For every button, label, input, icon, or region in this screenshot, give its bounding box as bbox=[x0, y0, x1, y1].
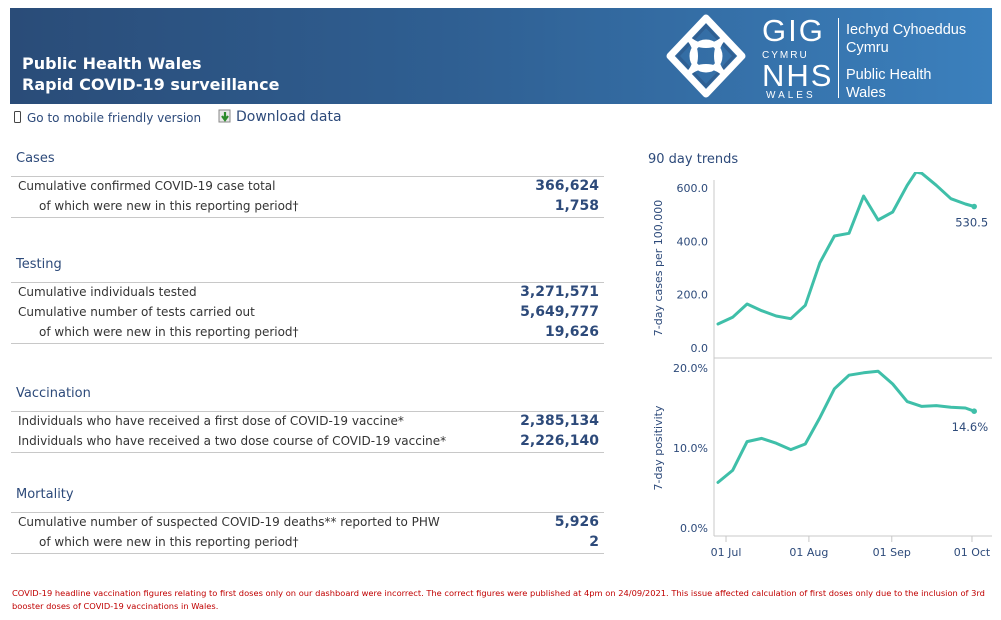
stat-value: 1,758 bbox=[554, 198, 599, 214]
download-icon bbox=[218, 109, 231, 123]
last-value-label: 14.6% bbox=[952, 420, 989, 434]
stat-label: Cumulative number of tests carried out bbox=[18, 305, 255, 319]
stat-label: of which were new in this reporting peri… bbox=[39, 199, 299, 213]
dashboard-title-line1: Public Health Wales bbox=[22, 54, 202, 73]
stat-label: Cumulative confirmed COVID-19 case total bbox=[18, 179, 276, 193]
cases-table: Cumulative confirmed COVID-19 case total… bbox=[11, 176, 604, 218]
y-axis-label: 7-day positivity bbox=[652, 405, 665, 490]
section-title-vaccination: Vaccination bbox=[16, 386, 91, 401]
x-tick-label: 01 Jul bbox=[711, 546, 742, 559]
section-title-mortality: Mortality bbox=[16, 487, 74, 502]
mobile-version-label: Go to mobile friendly version bbox=[27, 111, 202, 125]
y-tick-label: 600.0 bbox=[677, 182, 709, 195]
dashboard-title-line2: Rapid COVID-19 surveillance bbox=[22, 75, 280, 94]
table-row: Cumulative individuals tested 3,271,571 bbox=[11, 283, 604, 303]
last-value-label: 530.5 bbox=[955, 216, 988, 230]
vaccination-table: Individuals who have received a first do… bbox=[11, 411, 604, 453]
table-row: of which were new in this reporting peri… bbox=[11, 323, 604, 343]
stat-label: Individuals who have received a two dose… bbox=[18, 434, 447, 448]
mortality-table: Cumulative number of suspected COVID-19 … bbox=[11, 512, 604, 554]
stat-label: Cumulative individuals tested bbox=[18, 285, 197, 299]
table-row: Individuals who have received a first do… bbox=[11, 412, 604, 432]
logo-org-line1: Iechyd Cyhoeddus bbox=[846, 22, 967, 38]
stat-label: of which were new in this reporting peri… bbox=[39, 535, 299, 549]
logo-org-line2: Cymru bbox=[846, 40, 889, 56]
section-title-testing: Testing bbox=[16, 257, 62, 272]
testing-table: Cumulative individuals tested 3,271,571 … bbox=[11, 282, 604, 344]
y-tick-label: 200.0 bbox=[677, 289, 709, 302]
mobile-version-link[interactable]: Go to mobile friendly version bbox=[14, 111, 201, 125]
stat-value: 2 bbox=[589, 534, 599, 550]
table-row: Cumulative confirmed COVID-19 case total… bbox=[11, 177, 604, 197]
download-data-link[interactable]: Download data bbox=[218, 109, 342, 125]
last-point-marker bbox=[971, 408, 977, 414]
trends-title: 90 day trends bbox=[648, 152, 739, 167]
stat-value: 2,226,140 bbox=[520, 433, 599, 449]
stat-label: of which were new in this reporting peri… bbox=[39, 325, 299, 339]
logo-wales-text: WALES bbox=[766, 90, 816, 101]
y-axis-label: 7-day cases per 100,000 bbox=[652, 200, 665, 336]
y-tick-label: 10.0% bbox=[673, 442, 708, 455]
y-tick-label: 0.0% bbox=[680, 522, 708, 535]
x-tick-label: 01 Oct bbox=[954, 546, 991, 559]
table-row: Cumulative number of suspected COVID-19 … bbox=[11, 513, 604, 533]
correction-note: COVID-19 headline vaccination figures re… bbox=[12, 588, 985, 611]
stat-label: Cumulative number of suspected COVID-19 … bbox=[18, 515, 440, 529]
download-data-label: Download data bbox=[236, 109, 342, 125]
stat-value: 366,624 bbox=[535, 178, 599, 194]
header-banner: Public Health Wales Rapid COVID-19 surve… bbox=[10, 8, 992, 104]
section-title-cases: Cases bbox=[16, 151, 55, 166]
stat-value: 19,626 bbox=[544, 324, 599, 340]
logo-nhs-text: NHS bbox=[762, 58, 834, 93]
stat-value: 5,926 bbox=[554, 514, 599, 530]
table-row: Cumulative number of tests carried out 5… bbox=[11, 303, 604, 323]
y-tick-label: 400.0 bbox=[677, 235, 709, 248]
logo-org-line4: Wales bbox=[846, 85, 886, 101]
series-line bbox=[716, 369, 976, 484]
celtic-knot-logo-icon bbox=[666, 14, 746, 98]
logo-gig-text: GIG bbox=[762, 13, 825, 48]
table-row: of which were new in this reporting peri… bbox=[11, 197, 604, 217]
series-line bbox=[716, 172, 976, 326]
y-tick-label: 0.0 bbox=[691, 342, 709, 355]
logo-org-line3: Public Health bbox=[846, 67, 932, 83]
stat-label: Individuals who have received a first do… bbox=[18, 414, 404, 428]
table-row: of which were new in this reporting peri… bbox=[11, 533, 604, 553]
x-tick-label: 01 Sep bbox=[873, 546, 911, 559]
x-tick-label: 01 Aug bbox=[789, 546, 828, 559]
stat-value: 2,385,134 bbox=[520, 413, 599, 429]
phone-icon bbox=[14, 111, 21, 123]
logo-cymru-text: CYMRU bbox=[762, 50, 809, 61]
logo-divider bbox=[838, 18, 839, 98]
table-row: Individuals who have received a two dose… bbox=[11, 432, 604, 452]
y-tick-label: 20.0% bbox=[673, 362, 708, 375]
stat-value: 5,649,777 bbox=[520, 304, 599, 320]
last-point-marker bbox=[971, 203, 977, 210]
stat-value: 3,271,571 bbox=[520, 284, 599, 300]
trend-charts: 0.0 200.0 400.0 600.0 7-day cases per 100,00… bbox=[652, 172, 992, 559]
